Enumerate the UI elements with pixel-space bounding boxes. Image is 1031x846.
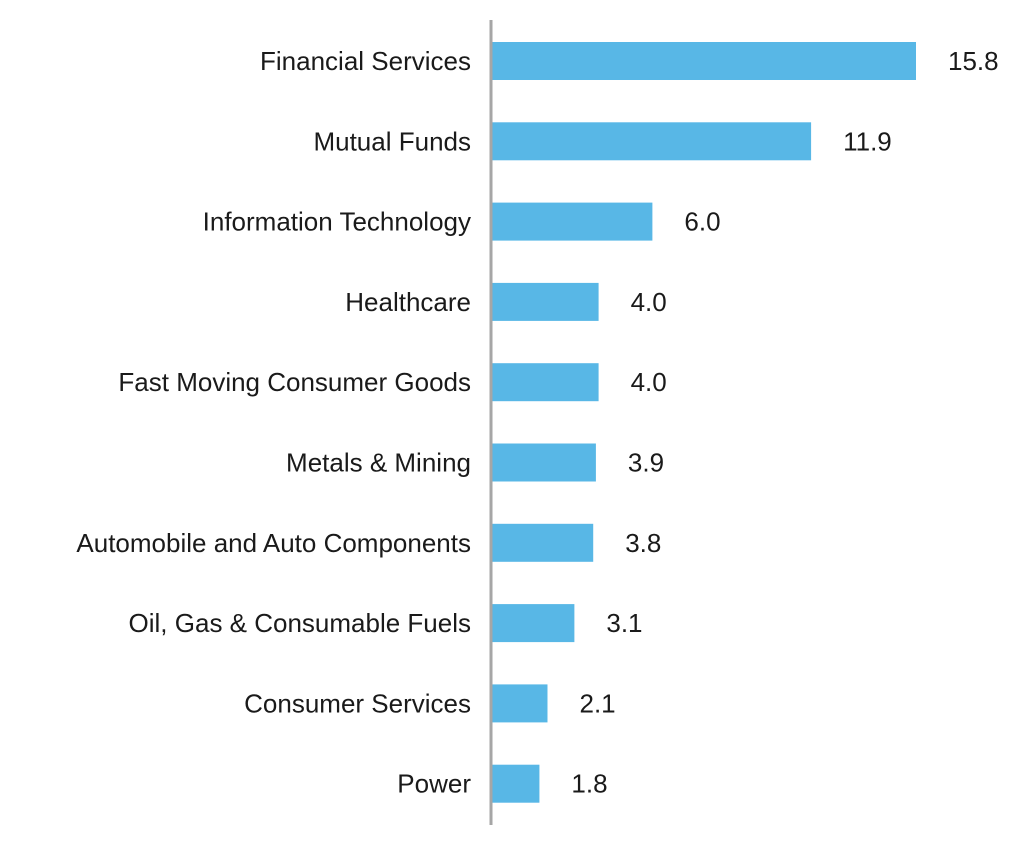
bar [491,202,653,241]
category-labels: Financial Services Mutual Funds Informatio… [76,46,471,799]
bar [491,443,596,482]
category-label: Metals & Mining [286,448,471,478]
category-label: Power [397,769,471,799]
bar [491,604,575,643]
bar [491,684,548,723]
bar [491,363,599,402]
value-label: 11.9 [843,126,892,156]
value-label: 1.8 [571,769,607,799]
category-label: Fast Moving Consumer Goods [118,367,471,397]
value-label: 3.9 [628,448,664,478]
value-label: 3.8 [625,528,661,558]
bar [491,282,599,321]
category-label: Automobile and Auto Components [76,528,471,558]
bar [491,122,812,161]
value-label: 4.0 [631,367,667,397]
category-label: Healthcare [345,287,471,317]
bar [491,523,594,562]
value-labels: 15.8 11.9 6.0 4.0 4.0 3.9 3.8 3.1 2.1 1.8 [571,46,998,799]
bars-layer [491,42,916,803]
value-label: 4.0 [631,287,667,317]
bar [491,42,916,80]
value-label: 3.1 [606,608,642,638]
category-label: Information Technology [203,207,471,237]
value-label: 2.1 [579,688,615,718]
category-label: Consumer Services [244,688,471,718]
value-label: 15.8 [948,46,999,76]
category-label: Financial Services [260,46,471,76]
category-label: Oil, Gas & Consumable Fuels [129,608,471,638]
category-label: Mutual Funds [313,126,471,156]
value-label: 6.0 [684,207,720,237]
bar [491,764,540,803]
